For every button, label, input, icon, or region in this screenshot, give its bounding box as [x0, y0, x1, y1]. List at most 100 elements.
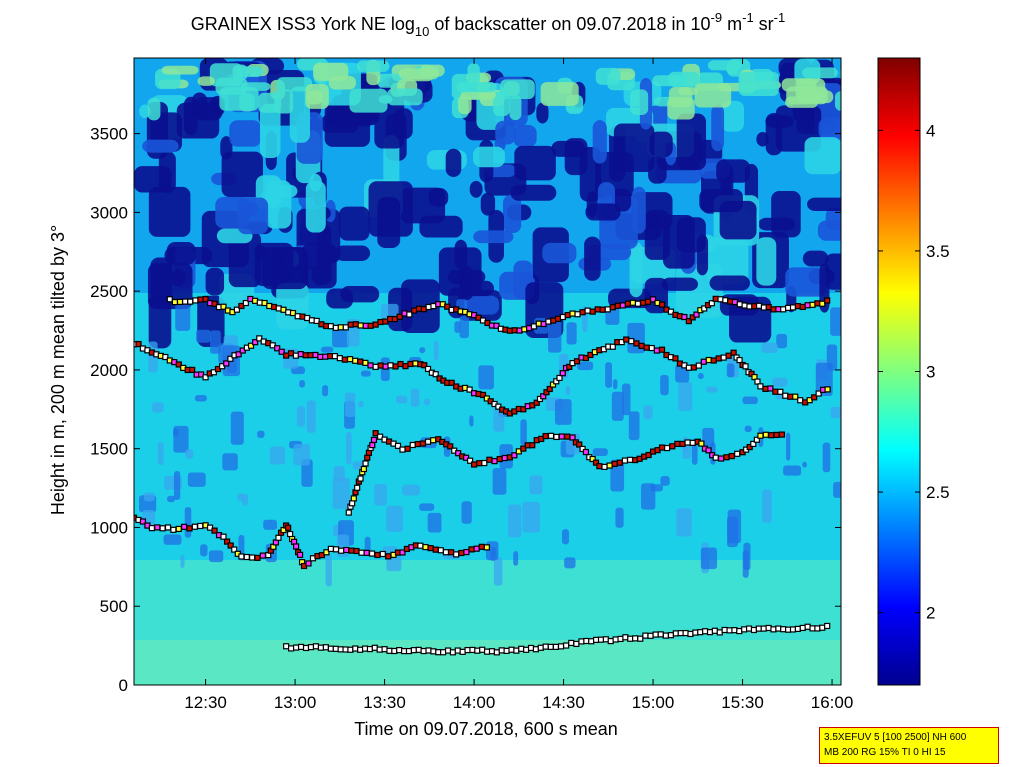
field-cell	[173, 470, 181, 500]
field-cell	[301, 243, 337, 289]
field-cell	[592, 448, 608, 457]
layer-marker	[503, 647, 510, 654]
layer-marker	[626, 456, 634, 463]
layer-marker	[701, 305, 708, 312]
field-cell	[166, 242, 196, 265]
field-cell	[613, 123, 655, 172]
field-cell	[296, 406, 306, 427]
layer-marker	[376, 646, 383, 653]
field-cell	[743, 542, 751, 571]
layer-marker	[710, 357, 717, 364]
field-cell	[175, 300, 191, 331]
field-cell	[410, 388, 420, 407]
field-cell	[393, 108, 413, 140]
layer-marker	[553, 433, 560, 441]
layer-marker	[135, 340, 142, 348]
field-cell	[668, 86, 693, 108]
layer-marker	[283, 643, 290, 650]
layer-marker	[619, 302, 626, 309]
field-cell	[293, 443, 311, 466]
layer-marker	[182, 298, 189, 305]
field-cell	[143, 492, 155, 502]
field-cell	[459, 315, 469, 339]
layer-marker	[787, 393, 794, 400]
layer-marker	[370, 436, 378, 443]
layer-marker	[192, 297, 199, 304]
layer-marker	[166, 296, 173, 303]
layer-marker	[753, 436, 760, 443]
layer-marker	[726, 627, 733, 634]
layer-marker	[648, 344, 655, 352]
field-cell	[744, 425, 752, 433]
field-cell	[772, 377, 788, 387]
layer-marker	[716, 629, 723, 636]
field-cell	[564, 557, 576, 569]
field-cell	[222, 453, 238, 471]
layer-marker	[371, 644, 378, 651]
field-cell	[663, 215, 695, 269]
layer-marker	[543, 389, 550, 396]
field-cell	[565, 385, 571, 396]
layer-marker	[513, 647, 520, 654]
layer-marker	[760, 625, 767, 632]
layer-marker	[723, 454, 730, 461]
field-cell	[676, 113, 707, 170]
layer-marker	[552, 643, 559, 650]
layer-marker	[289, 309, 297, 317]
field-cell	[694, 83, 732, 108]
layer-marker	[417, 542, 424, 549]
layer-marker	[814, 625, 821, 632]
layer-marker	[621, 457, 629, 464]
field-cell	[822, 442, 831, 473]
y-tick-label: 2000	[90, 361, 128, 380]
layer-marker	[762, 385, 769, 392]
field-cell	[148, 294, 172, 349]
layer-marker	[435, 649, 442, 656]
field-cell	[649, 131, 673, 158]
field-cell	[830, 307, 841, 336]
layer-marker	[313, 317, 320, 325]
field-cell	[219, 87, 259, 111]
layer-marker	[708, 300, 715, 307]
field-cell	[804, 137, 841, 175]
x-tick-label: 14:30	[542, 693, 585, 712]
field-cell	[802, 67, 838, 79]
field-cell	[386, 505, 403, 532]
field-cell	[678, 381, 693, 411]
field-cell	[358, 400, 364, 408]
layer-marker	[312, 351, 319, 359]
layer-marker	[657, 631, 664, 638]
layer-marker	[447, 443, 454, 450]
layer-marker	[533, 399, 540, 406]
field-cell	[709, 275, 750, 291]
layer-marker	[292, 543, 300, 550]
layer-marker	[259, 552, 266, 559]
layer-marker	[348, 547, 355, 554]
layer-marker	[307, 644, 315, 651]
layer-marker	[687, 630, 694, 638]
field-cell	[756, 131, 769, 147]
layer-marker	[479, 646, 486, 653]
layer-marker	[473, 545, 480, 552]
layer-marker	[422, 543, 429, 551]
field-cell	[510, 184, 557, 201]
layer-marker	[338, 547, 345, 554]
layer-marker	[454, 647, 461, 654]
layer-marker	[292, 644, 300, 651]
layer-marker	[148, 525, 155, 532]
layer-marker	[396, 313, 403, 320]
layer-marker	[191, 523, 198, 530]
field-cell	[423, 398, 431, 406]
field-cell	[454, 321, 461, 333]
layer-marker	[187, 298, 194, 305]
layer-marker	[197, 522, 204, 530]
layer-marker	[197, 296, 204, 303]
field-cell	[167, 495, 176, 503]
layer-marker	[154, 524, 161, 531]
layer-marker	[564, 433, 571, 440]
field-cell	[786, 432, 791, 461]
field-cell	[208, 550, 224, 563]
layer-marker	[824, 297, 831, 304]
layer-marker	[374, 551, 381, 559]
layer-marker	[775, 625, 782, 632]
